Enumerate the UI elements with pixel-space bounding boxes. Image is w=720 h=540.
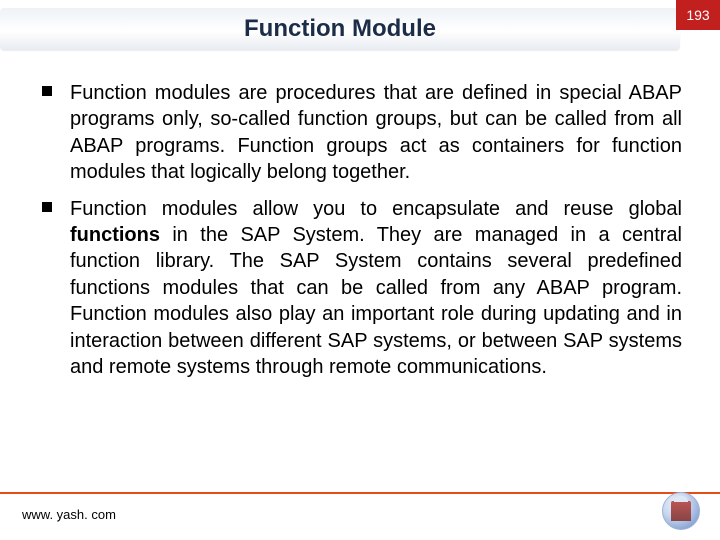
bullet-square-icon — [42, 86, 52, 96]
footer-logo-icon — [662, 492, 700, 530]
bullet-square-icon — [42, 202, 52, 212]
text-bold: functions — [70, 224, 160, 246]
text-prefix: Function modules allow you to encapsulat… — [70, 198, 682, 220]
footer-divider — [0, 492, 720, 494]
slide: Function Module 193 Function modules are… — [0, 0, 720, 540]
logo-inner-icon — [671, 501, 691, 521]
page-number-badge: 193 — [676, 0, 720, 30]
bullet-text: Function modules allow you to encapsulat… — [70, 196, 682, 381]
header: Function Module 193 — [0, 0, 720, 54]
slide-title: Function Module — [244, 15, 436, 43]
list-item: Function modules are procedures that are… — [42, 80, 682, 186]
text-suffix: in the SAP System. They are managed in a… — [70, 224, 682, 378]
list-item: Function modules allow you to encapsulat… — [42, 196, 682, 381]
footer-url: www. yash. com — [22, 507, 116, 522]
title-band: Function Module — [0, 8, 680, 50]
page-number: 193 — [686, 7, 709, 23]
bullet-text: Function modules are procedures that are… — [70, 80, 682, 186]
content-area: Function modules are procedures that are… — [42, 80, 682, 390]
